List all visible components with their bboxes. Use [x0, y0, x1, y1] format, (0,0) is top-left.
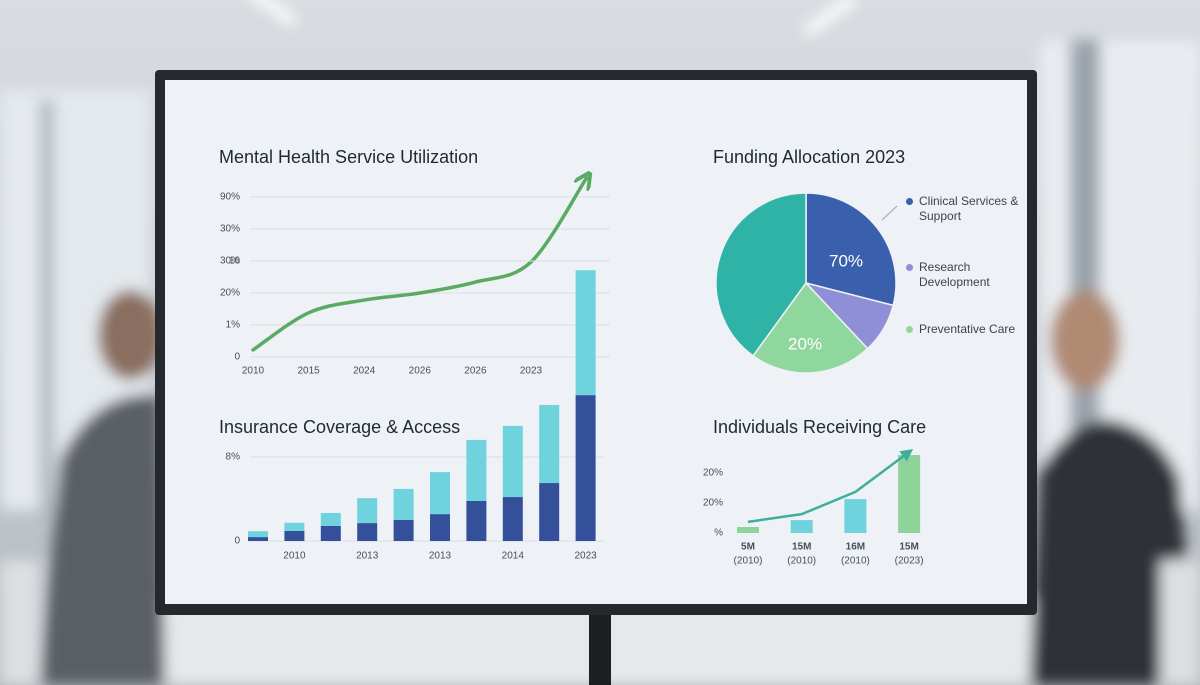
y-tick-label: 90% — [220, 192, 240, 203]
legend-label: Research Development — [919, 260, 990, 289]
legend-entry: Clinical Services & Support — [906, 194, 1027, 224]
x-tick-label: 2010 — [283, 551, 306, 562]
x-tick-label: 5M — [741, 542, 755, 553]
x-tick-sublabel: (2010) — [787, 556, 816, 567]
x-tick-label: 2013 — [356, 551, 379, 562]
x-tick-sublabel: (2010) — [734, 556, 763, 567]
bar — [393, 488, 414, 520]
y-tick-label: 0 — [234, 536, 240, 547]
x-tick-label: 16M — [846, 542, 865, 553]
legend-label: Clinical Services & Support — [919, 194, 1019, 223]
x-tick-sublabel: (2023) — [895, 556, 924, 567]
bar — [430, 472, 450, 515]
bar — [284, 522, 305, 531]
chart-title: Individuals Receiving Care — [713, 417, 926, 437]
chart-title: Mental Health Service Utilization — [219, 147, 478, 167]
bar — [575, 395, 596, 541]
bar — [430, 514, 450, 541]
bar — [502, 497, 523, 541]
legend-swatch — [906, 198, 913, 205]
bar — [790, 520, 813, 533]
y-tick-label: 8% — [226, 452, 241, 463]
pie-slice — [752, 281, 869, 374]
y-tick-label: 20% — [220, 288, 240, 299]
pie-slice — [715, 192, 807, 357]
y-tick-label: 20% — [703, 468, 723, 479]
bar — [737, 527, 759, 533]
bar — [898, 455, 921, 533]
x-tick-label: 2026 — [464, 366, 487, 377]
bar — [844, 499, 867, 533]
bar — [320, 513, 341, 526]
bar — [284, 530, 305, 541]
x-tick-label: 2013 — [429, 551, 452, 562]
legend-entry: Research Development — [906, 260, 1027, 290]
bar — [466, 500, 487, 541]
bar — [320, 525, 341, 541]
legend-swatch — [906, 326, 913, 333]
x-tick-label: 2023 — [520, 366, 543, 377]
x-tick-label: 2010 — [242, 366, 265, 377]
legend-swatch — [906, 264, 913, 271]
y-tick-label: 20% — [703, 498, 723, 509]
chart-title: Insurance Coverage & Access — [219, 417, 460, 437]
bar — [539, 404, 560, 484]
slice-label: 70% — [829, 251, 863, 270]
y-tick-label: 10 — [229, 256, 241, 267]
bar — [248, 531, 268, 538]
bar — [357, 523, 378, 541]
slice-label: 20% — [788, 334, 822, 353]
x-tick-label: 2024 — [353, 366, 376, 377]
bar — [466, 439, 487, 501]
bar — [393, 520, 414, 541]
bar — [357, 498, 378, 524]
bar — [575, 270, 596, 396]
y-tick-label: % — [714, 528, 723, 539]
x-tick-label: 15M — [792, 542, 811, 553]
bar — [502, 425, 523, 498]
y-tick-label: 0 — [234, 352, 240, 363]
legend-label: Preventative Care — [919, 322, 1016, 336]
y-tick-label: 30% — [220, 224, 240, 235]
y-tick-label: 30% — [220, 256, 240, 267]
y-tick-label: 1% — [226, 320, 241, 331]
bar — [539, 483, 560, 541]
chart-title: Funding Allocation 2023 — [713, 147, 905, 167]
x-tick-label: 15M — [899, 542, 918, 553]
x-tick-label: 2026 — [409, 366, 432, 377]
x-tick-label: 2014 — [502, 551, 525, 562]
bar — [248, 537, 268, 541]
x-tick-sublabel: (2010) — [841, 556, 870, 567]
legend-entry: Preventative Care — [906, 322, 1027, 337]
x-tick-label: 2023 — [574, 551, 597, 562]
legend-leader — [881, 205, 898, 221]
pie-slice — [805, 192, 897, 307]
line — [747, 449, 914, 524]
x-tick-label: 2015 — [297, 366, 320, 377]
line — [251, 178, 587, 352]
